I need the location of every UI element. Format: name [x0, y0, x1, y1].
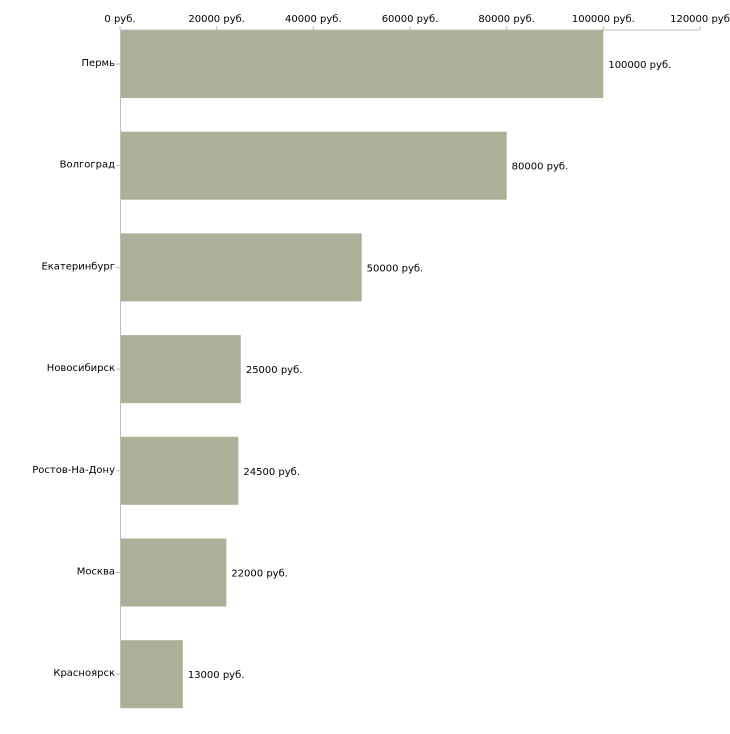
x-tick-label: 100000 руб. [572, 14, 635, 25]
x-tick-label: 120000 руб [670, 14, 730, 25]
category-label: Новосибирск [47, 363, 115, 374]
x-tick-label: 80000 руб. [478, 14, 535, 25]
x-tick-label: 20000 руб. [188, 14, 245, 25]
category-label: Екатеринбург [41, 261, 115, 272]
value-label: 13000 руб. [188, 670, 245, 681]
bar-1 [121, 30, 604, 98]
bar-4 [121, 335, 241, 404]
value-label: 50000 руб. [367, 263, 424, 274]
value-label: 25000 руб. [246, 365, 303, 376]
category-label: Москва [77, 567, 115, 578]
x-tick-label: 0 руб. [104, 14, 135, 25]
category-label: Пермь [82, 58, 116, 69]
bar-5 [121, 436, 239, 505]
category-label: Ростов-На-Дону [32, 465, 115, 476]
x-tick-label: 40000 руб. [285, 14, 342, 25]
x-tick-label: 60000 руб. [382, 14, 439, 25]
value-label: 24500 руб. [243, 467, 300, 478]
value-label: 100000 руб. [608, 60, 671, 71]
value-label: 80000 руб. [512, 162, 569, 173]
value-label: 22000 руб. [231, 569, 288, 580]
bar-7 [121, 640, 183, 709]
bar-3 [121, 233, 362, 302]
category-label: Волгоград [60, 160, 115, 171]
category-label: Красноярск [53, 668, 115, 679]
bar-6 [121, 538, 227, 607]
bar-2 [121, 131, 507, 200]
